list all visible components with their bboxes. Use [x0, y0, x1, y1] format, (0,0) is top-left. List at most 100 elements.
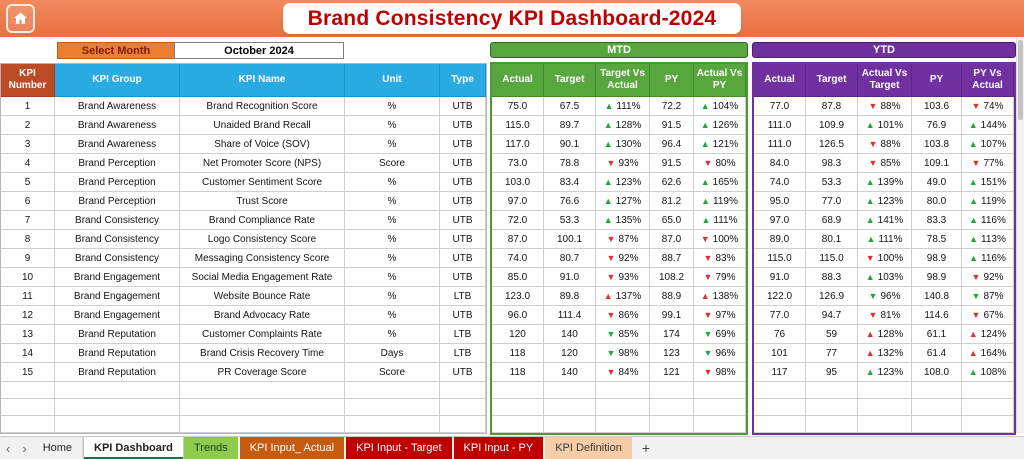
kpi-name-cell[interactable]: Brand Recognition Score	[180, 97, 345, 116]
kpi-variance-cell[interactable]: ▲ 164%	[962, 344, 1014, 363]
kpi-value-cell[interactable]: 117.0	[492, 135, 544, 154]
sheet-tab-kpi-input-py[interactable]: KPI Input - PY	[453, 437, 544, 459]
kpi-value-cell[interactable]: 90.1	[544, 135, 596, 154]
month-dropdown[interactable]: October 2024	[174, 42, 344, 59]
kpi-variance-cell[interactable]: ▼ 92%	[596, 249, 650, 268]
kpi-variance-cell[interactable]: ▼ 74%	[962, 97, 1014, 116]
kpi-variance-cell[interactable]: ▼ 86%	[596, 306, 650, 325]
kpi-value-cell[interactable]: 73.0	[492, 154, 544, 173]
kpi-group-cell[interactable]: Brand Engagement	[55, 268, 180, 287]
kpi-value-cell[interactable]: 88.3	[806, 268, 858, 287]
kpi-variance-cell[interactable]: ▲ 126%	[694, 116, 746, 135]
kpi-value-cell[interactable]: 111.4	[544, 306, 596, 325]
kpi-variance-cell[interactable]: ▲ 116%	[962, 249, 1014, 268]
kpi-number-cell[interactable]: 1	[1, 97, 55, 116]
kpi-value-cell[interactable]: 78.8	[544, 154, 596, 173]
kpi-type-cell[interactable]: UTB	[440, 116, 486, 135]
kpi-variance-cell[interactable]: ▲ 123%	[858, 363, 912, 382]
home-button[interactable]	[6, 4, 35, 33]
kpi-value-cell[interactable]: 76.6	[544, 192, 596, 211]
kpi-value-cell[interactable]: 85.0	[492, 268, 544, 287]
kpi-variance-cell[interactable]: ▲ 108%	[962, 363, 1014, 382]
kpi-variance-cell[interactable]: ▼ 88%	[858, 97, 912, 116]
kpi-name-cell[interactable]: Brand Compliance Rate	[180, 211, 345, 230]
kpi-variance-cell[interactable]: ▲ 124%	[962, 325, 1014, 344]
kpi-type-cell[interactable]: UTB	[440, 249, 486, 268]
kpi-value-cell[interactable]: 76	[754, 325, 806, 344]
kpi-value-cell[interactable]: 98.3	[806, 154, 858, 173]
kpi-value-cell[interactable]: 74.0	[754, 173, 806, 192]
kpi-value-cell[interactable]: 122.0	[754, 287, 806, 306]
kpi-value-cell[interactable]: 80.0	[912, 192, 962, 211]
kpi-variance-cell[interactable]: ▲ 139%	[858, 173, 912, 192]
kpi-number-cell[interactable]: 15	[1, 363, 55, 382]
kpi-value-cell[interactable]: 97.0	[754, 211, 806, 230]
kpi-name-cell[interactable]: Logo Consistency Score	[180, 230, 345, 249]
kpi-value-cell[interactable]: 76.9	[912, 116, 962, 135]
kpi-variance-cell[interactable]: ▲ 101%	[858, 116, 912, 135]
kpi-group-cell[interactable]: Brand Awareness	[55, 97, 180, 116]
kpi-value-cell[interactable]: 87.0	[492, 230, 544, 249]
kpi-unit-cell[interactable]: %	[345, 192, 440, 211]
kpi-unit-cell[interactable]: %	[345, 249, 440, 268]
kpi-value-cell[interactable]: 91.5	[650, 116, 694, 135]
kpi-value-cell[interactable]: 77.0	[806, 192, 858, 211]
kpi-variance-cell[interactable]: ▼ 98%	[596, 344, 650, 363]
kpi-value-cell[interactable]: 72.0	[492, 211, 544, 230]
kpi-value-cell[interactable]: 74.0	[492, 249, 544, 268]
kpi-type-cell[interactable]: UTB	[440, 154, 486, 173]
kpi-value-cell[interactable]: 115.0	[492, 116, 544, 135]
kpi-value-cell[interactable]: 65.0	[650, 211, 694, 230]
kpi-variance-cell[interactable]: ▼ 98%	[694, 363, 746, 382]
kpi-variance-cell[interactable]: ▼ 79%	[694, 268, 746, 287]
kpi-variance-cell[interactable]: ▲ 111%	[596, 97, 650, 116]
kpi-value-cell[interactable]: 75.0	[492, 97, 544, 116]
sheet-tab-add-sheet[interactable]: +	[641, 440, 651, 456]
kpi-value-cell[interactable]: 96.0	[492, 306, 544, 325]
kpi-name-cell[interactable]: Brand Advocacy Rate	[180, 306, 345, 325]
kpi-unit-cell[interactable]: %	[345, 268, 440, 287]
kpi-value-cell[interactable]: 61.1	[912, 325, 962, 344]
kpi-type-cell[interactable]: UTB	[440, 173, 486, 192]
kpi-variance-cell[interactable]: ▲ 113%	[962, 230, 1014, 249]
sheet-tab-kpi-definition[interactable]: KPI Definition	[545, 437, 632, 459]
kpi-value-cell[interactable]: 77.0	[754, 306, 806, 325]
kpi-value-cell[interactable]: 140	[544, 325, 596, 344]
kpi-value-cell[interactable]: 118	[492, 363, 544, 382]
kpi-variance-cell[interactable]: ▲ 165%	[694, 173, 746, 192]
kpi-type-cell[interactable]: UTB	[440, 268, 486, 287]
kpi-type-cell[interactable]: UTB	[440, 363, 486, 382]
kpi-value-cell[interactable]: 140.8	[912, 287, 962, 306]
kpi-value-cell[interactable]: 91.5	[650, 154, 694, 173]
kpi-name-cell[interactable]: Brand Crisis Recovery Time	[180, 344, 345, 363]
kpi-value-cell[interactable]: 95	[806, 363, 858, 382]
kpi-variance-cell[interactable]: ▲ 137%	[596, 287, 650, 306]
kpi-variance-cell[interactable]: ▲ 141%	[858, 211, 912, 230]
kpi-variance-cell[interactable]: ▲ 104%	[694, 97, 746, 116]
kpi-group-cell[interactable]: Brand Perception	[55, 173, 180, 192]
kpi-name-cell[interactable]: Website Bounce Rate	[180, 287, 345, 306]
kpi-variance-cell[interactable]: ▼ 100%	[858, 249, 912, 268]
kpi-value-cell[interactable]: 88.7	[650, 249, 694, 268]
kpi-unit-cell[interactable]: %	[345, 287, 440, 306]
sheet-tab-trends[interactable]: Trends	[183, 437, 238, 459]
kpi-variance-cell[interactable]: ▼ 92%	[962, 268, 1014, 287]
kpi-unit-cell[interactable]: %	[345, 135, 440, 154]
kpi-value-cell[interactable]: 77.0	[754, 97, 806, 116]
kpi-group-cell[interactable]: Brand Awareness	[55, 135, 180, 154]
kpi-value-cell[interactable]: 111.0	[754, 116, 806, 135]
kpi-variance-cell[interactable]: ▲ 132%	[858, 344, 912, 363]
kpi-group-cell[interactable]: Brand Consistency	[55, 249, 180, 268]
kpi-unit-cell[interactable]: Days	[345, 344, 440, 363]
kpi-value-cell[interactable]: 115.0	[754, 249, 806, 268]
kpi-number-cell[interactable]: 4	[1, 154, 55, 173]
kpi-value-cell[interactable]: 103.6	[912, 97, 962, 116]
sheet-nav-right-icon[interactable]: ›	[22, 440, 27, 456]
kpi-variance-cell[interactable]: ▼ 96%	[694, 344, 746, 363]
kpi-number-cell[interactable]: 9	[1, 249, 55, 268]
kpi-number-cell[interactable]: 7	[1, 211, 55, 230]
kpi-variance-cell[interactable]: ▲ 135%	[596, 211, 650, 230]
kpi-variance-cell[interactable]: ▼ 69%	[694, 325, 746, 344]
kpi-value-cell[interactable]: 67.5	[544, 97, 596, 116]
kpi-value-cell[interactable]: 99.1	[650, 306, 694, 325]
